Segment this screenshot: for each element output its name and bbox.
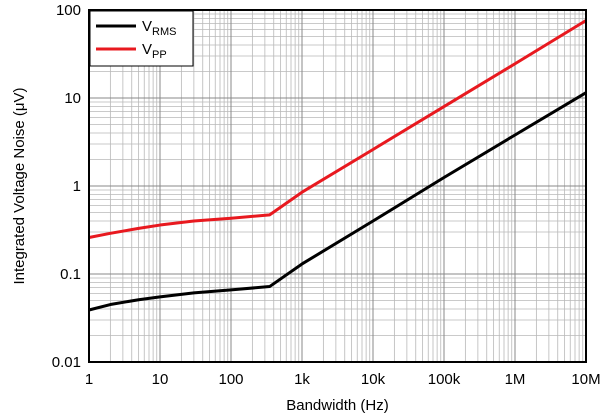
major-grid bbox=[89, 10, 586, 362]
y-tick-label: 10 bbox=[64, 90, 81, 107]
x-tick-label: 1M bbox=[505, 371, 526, 388]
legend-box bbox=[89, 10, 194, 67]
legend-label-pp: VPP bbox=[142, 41, 167, 61]
x-tick-label: 10 bbox=[152, 371, 169, 388]
x-tick-label: 100k bbox=[428, 371, 461, 388]
x-tick-label: 100 bbox=[218, 371, 243, 388]
y-tick-label: 100 bbox=[56, 2, 81, 19]
x-axis-label: Bandwidth (Hz) bbox=[286, 397, 389, 414]
y-tick-label: 1 bbox=[73, 178, 81, 195]
x-tick-label: 10M bbox=[571, 371, 600, 388]
legend-label-rms: VRMS bbox=[142, 18, 176, 38]
y-axis-label: Integrated Voltage Noise (μV) bbox=[11, 87, 28, 284]
x-tick-label: 1 bbox=[85, 371, 93, 388]
series-line-pp bbox=[88, 19, 587, 239]
x-tick-label: 1k bbox=[294, 371, 310, 388]
y-tick-label: 0.1 bbox=[60, 266, 81, 283]
x-tick-label: 10k bbox=[361, 371, 386, 388]
y-tick-labels: 0.01 0.1 1 10 100 bbox=[52, 2, 81, 371]
plot-frame bbox=[88, 9, 587, 363]
series-line-rms bbox=[88, 91, 587, 312]
legend: VRMS VPP bbox=[89, 10, 194, 67]
y-tick-label: 0.01 bbox=[52, 354, 81, 371]
series-layer bbox=[88, 19, 587, 312]
x-tick-labels: 1 10 100 1k 10k 100k 1M 10M bbox=[85, 371, 601, 388]
